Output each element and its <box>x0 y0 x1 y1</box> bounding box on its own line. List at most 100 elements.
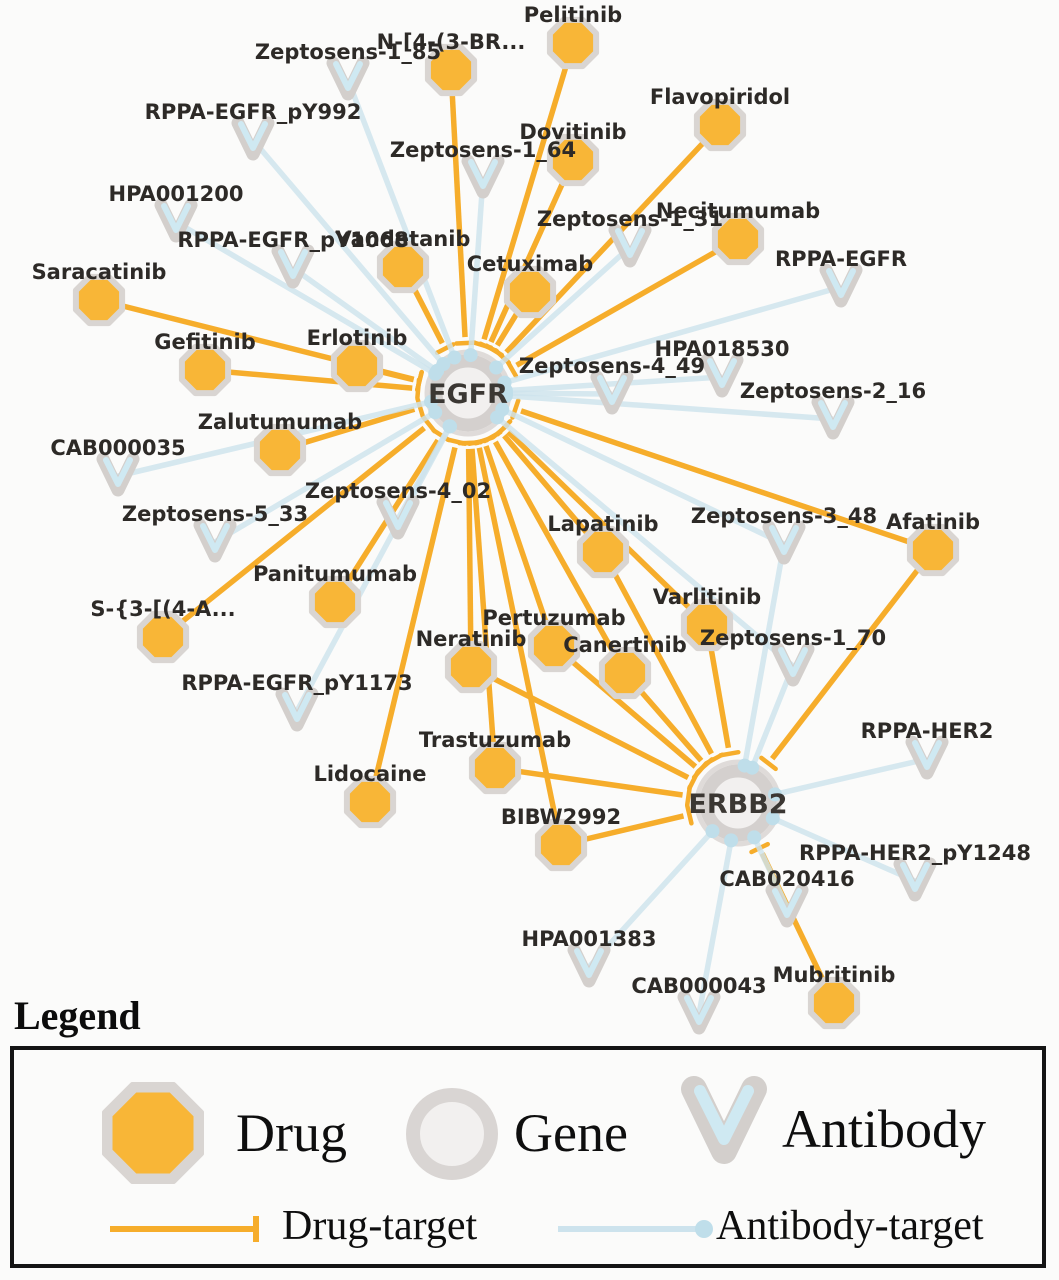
drug-octagon <box>444 640 498 694</box>
antibody-node-rppa-egfr_py992[interactable] <box>231 116 275 161</box>
antibody-chevron <box>238 121 268 151</box>
antibody-node-cab020416[interactable] <box>765 883 809 928</box>
edge-drug-target-canertinib-egfr <box>492 440 628 675</box>
tee-erlotinib-egfr <box>415 370 424 393</box>
drug-node-lapatinib[interactable] <box>576 525 630 579</box>
antibody-label-zeptosens-3_48: Zeptosens-3_48 <box>691 504 877 528</box>
antibody-label-rppa-her2_py1248: RPPA-HER2_pY1248 <box>799 841 1031 865</box>
edge-antibody-target-zeptosens-1_70-erbb2 <box>748 664 796 771</box>
antibody-node-hpa001383[interactable] <box>567 943 611 988</box>
antibody-node-rppa-egfr_py1173[interactable] <box>275 687 319 732</box>
drug-node-s-3-4-a[interactable] <box>136 610 190 664</box>
drug-node-gefitinib[interactable] <box>178 343 232 397</box>
drug-node-vandetanib[interactable] <box>376 240 430 294</box>
drug-octagon <box>711 212 765 266</box>
drug-node-flavopiridol[interactable] <box>693 98 747 152</box>
drug-node-neratinib[interactable] <box>444 640 498 694</box>
antibody-node-rppa-her2[interactable] <box>905 735 949 780</box>
edge-antibody-target-zeptosens-1_31-egfr <box>492 244 632 371</box>
drug-node-cetuximab[interactable] <box>503 265 557 319</box>
drug-octagon <box>468 741 522 795</box>
edge-dot-rppa-her2_py1248-erbb2 <box>765 811 780 826</box>
edge-drug-target-lidocaine-egfr <box>367 446 458 803</box>
antibody-chevron <box>468 159 498 189</box>
antibody-label-cab020416: CAB020416 <box>719 867 854 891</box>
antibody-node-zeptosens-5_33[interactable] <box>193 518 237 563</box>
antibody-node-rppa-egfr_py1068[interactable] <box>271 244 315 289</box>
antibody-label-zeptosens-1_70: Zeptosens-1_70 <box>700 626 886 650</box>
drug-octagon <box>576 525 630 579</box>
drug-octagon <box>72 273 126 327</box>
gene-node-erbb2[interactable] <box>694 759 782 847</box>
antibody-chevron <box>900 862 930 892</box>
antibody-chevron <box>912 740 942 770</box>
edge-drug-target-lapatinib-erbb2 <box>600 550 714 755</box>
drug-label-trastuzumab: Trastuzumab <box>419 728 571 752</box>
edge-dot-hpa001383-erbb2 <box>705 824 720 839</box>
drug-label-pertuzumab: Pertuzumab <box>482 606 625 630</box>
antibody-chevron <box>684 995 714 1025</box>
drug-node-lidocaine[interactable] <box>343 775 397 829</box>
edge-drug-target-dovitinib-egfr <box>488 158 576 344</box>
drug-label-s-3-4-a: S-{3-[(4-A... <box>90 597 235 621</box>
antibody-node-rppa-her2_py1248[interactable] <box>893 857 937 902</box>
drug-node-zalutumumab[interactable] <box>253 423 307 477</box>
drug-node-necitumumab[interactable] <box>711 212 765 266</box>
antibody-node-hpa001200[interactable] <box>154 198 198 243</box>
antibody-label-zeptosens-1_31: Zeptosens-1_31 <box>537 207 723 231</box>
legend-gene-icon <box>406 1088 498 1180</box>
drug-octagon <box>343 775 397 829</box>
antibody-label-rppa-egfr: RPPA-EGFR <box>775 247 907 271</box>
antibody-node-zeptosens-1_85[interactable] <box>326 56 370 101</box>
antibody-node-zeptosens-4_02[interactable] <box>376 495 420 540</box>
legend-antibody-target-icon <box>558 1220 713 1238</box>
drug-label-pelitinib: Pelitinib <box>524 3 622 27</box>
edge-antibody-target-cab000043-erbb2 <box>696 837 735 1015</box>
drug-node-dovitinib[interactable] <box>546 133 600 187</box>
antibody-node-hpa018530[interactable] <box>700 353 744 398</box>
antibody-node-zeptosens-1_70[interactable] <box>771 642 815 687</box>
drug-node-panitumumab[interactable] <box>308 575 362 629</box>
antibody-chevron <box>333 61 363 91</box>
drug-octagon <box>308 575 362 629</box>
antibody-label-cab000035: CAB000035 <box>50 436 185 460</box>
tee-trastuzumab-erbb2 <box>684 784 693 808</box>
edge-drug-target-n-4-3-br-egfr <box>448 69 468 338</box>
drug-label-bibw2992: BIBW2992 <box>501 805 621 829</box>
antibody-chevron <box>615 228 645 258</box>
antibody-node-rppa-egfr[interactable] <box>819 263 863 308</box>
edge-dot-zeptosens-1_70-egfr <box>490 410 505 425</box>
drug-octagon <box>598 646 652 700</box>
edge-antibody-target-zeptosens-1_64-egfr <box>467 177 486 358</box>
drug-node-varlitinib[interactable] <box>680 598 734 652</box>
gene-halo <box>694 759 782 847</box>
gene-label-erbb2: ERBB2 <box>688 789 787 820</box>
legend-drug-label: Drug <box>236 1103 347 1163</box>
antibody-chevron <box>769 525 799 555</box>
drug-label-cetuximab: Cetuximab <box>467 252 593 276</box>
tee-zalutumumab-egfr <box>415 396 426 419</box>
legend-drug-icon <box>102 1082 204 1184</box>
antibody-chevron <box>103 457 133 487</box>
drug-node-pertuzumab[interactable] <box>527 619 581 673</box>
drug-node-bibw2992[interactable] <box>534 818 588 872</box>
drug-node-erlotinib[interactable] <box>330 339 384 393</box>
drug-node-n-4-3-br[interactable] <box>424 43 478 97</box>
antibody-node-zeptosens-2_16[interactable] <box>811 395 855 440</box>
antibody-node-zeptosens-3_48[interactable] <box>762 520 806 565</box>
antibody-node-zeptosens-1_64[interactable] <box>461 154 505 199</box>
drug-node-afatinib[interactable] <box>906 523 960 577</box>
drug-node-trastuzumab[interactable] <box>468 741 522 795</box>
drug-node-pelitinib[interactable] <box>546 16 600 70</box>
antibody-node-zeptosens-1_31[interactable] <box>608 223 652 268</box>
antibody-node-cab000035[interactable] <box>96 452 140 497</box>
antibody-node-zeptosens-4_49[interactable] <box>590 370 634 415</box>
drug-node-canertinib[interactable] <box>598 646 652 700</box>
antibody-label-hpa018530: HPA018530 <box>655 337 790 361</box>
drug-node-mubritinib[interactable] <box>807 976 861 1030</box>
drug-node-saracatinib[interactable] <box>72 273 126 327</box>
antibody-chevron <box>772 888 802 918</box>
edge-drug-target-neratinib-erbb2 <box>469 664 690 781</box>
antibody-node-cab000043[interactable] <box>677 990 721 1035</box>
drug-octagon <box>376 240 430 294</box>
